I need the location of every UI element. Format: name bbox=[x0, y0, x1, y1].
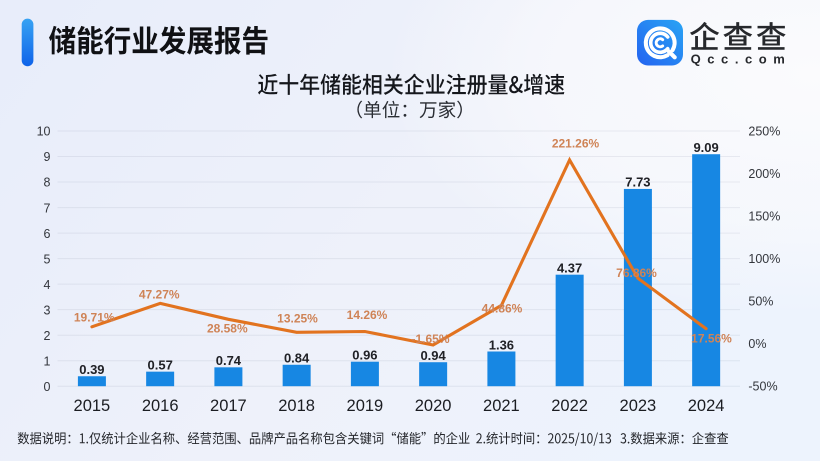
svg-text:221.26%: 221.26% bbox=[552, 137, 600, 151]
svg-text:-1.65%: -1.65% bbox=[411, 332, 449, 346]
svg-text:150%: 150% bbox=[748, 210, 780, 224]
svg-text:200%: 200% bbox=[748, 167, 780, 181]
svg-text:44.86%: 44.86% bbox=[482, 302, 523, 316]
svg-text:250%: 250% bbox=[748, 124, 780, 138]
svg-text:2: 2 bbox=[44, 329, 51, 343]
svg-text:Qcc.com: Qcc.com bbox=[691, 51, 792, 66]
svg-text:28.58%: 28.58% bbox=[207, 321, 248, 335]
svg-text:0.94: 0.94 bbox=[420, 348, 446, 363]
svg-text:0.96: 0.96 bbox=[352, 348, 377, 363]
svg-text:6: 6 bbox=[44, 227, 51, 241]
svg-text:0.74: 0.74 bbox=[216, 353, 242, 368]
svg-text:1.36: 1.36 bbox=[489, 337, 514, 352]
svg-text:5: 5 bbox=[44, 252, 51, 266]
svg-text:19.71%: 19.71% bbox=[74, 310, 115, 324]
svg-text:13.25%: 13.25% bbox=[277, 311, 318, 325]
svg-text:76.86%: 76.86% bbox=[616, 266, 657, 280]
svg-text:10: 10 bbox=[37, 125, 51, 139]
svg-text:8: 8 bbox=[44, 176, 51, 190]
svg-text:2015: 2015 bbox=[74, 397, 111, 415]
svg-text:1: 1 bbox=[44, 354, 51, 368]
svg-text:0%: 0% bbox=[748, 337, 766, 351]
svg-text:4.37: 4.37 bbox=[557, 261, 582, 276]
svg-text:7.73: 7.73 bbox=[625, 175, 650, 190]
svg-text:2020: 2020 bbox=[415, 397, 452, 415]
svg-text:2019: 2019 bbox=[347, 397, 384, 415]
svg-text:7: 7 bbox=[44, 201, 51, 215]
svg-text:0.84: 0.84 bbox=[284, 351, 310, 366]
svg-text:3: 3 bbox=[44, 303, 51, 317]
svg-text:2017: 2017 bbox=[210, 397, 247, 415]
svg-text:17.56%: 17.56% bbox=[691, 331, 732, 345]
svg-text:2018: 2018 bbox=[278, 397, 315, 415]
svg-text:2016: 2016 bbox=[142, 397, 179, 415]
svg-text:2023: 2023 bbox=[620, 397, 657, 415]
svg-text:2022: 2022 bbox=[551, 397, 588, 415]
svg-text:2024: 2024 bbox=[688, 397, 725, 415]
svg-text:-50%: -50% bbox=[748, 380, 777, 394]
svg-text:100%: 100% bbox=[748, 252, 780, 266]
svg-text:2021: 2021 bbox=[483, 397, 520, 415]
svg-text:0: 0 bbox=[44, 380, 51, 394]
svg-text:9.09: 9.09 bbox=[693, 140, 718, 155]
svg-text:0.57: 0.57 bbox=[148, 358, 173, 373]
svg-text:14.26%: 14.26% bbox=[347, 308, 388, 322]
svg-text:4: 4 bbox=[44, 278, 51, 292]
svg-text:50%: 50% bbox=[748, 295, 773, 309]
svg-text:0.39: 0.39 bbox=[79, 362, 104, 377]
svg-text:47.27%: 47.27% bbox=[139, 287, 180, 301]
svg-text:9: 9 bbox=[44, 150, 51, 164]
